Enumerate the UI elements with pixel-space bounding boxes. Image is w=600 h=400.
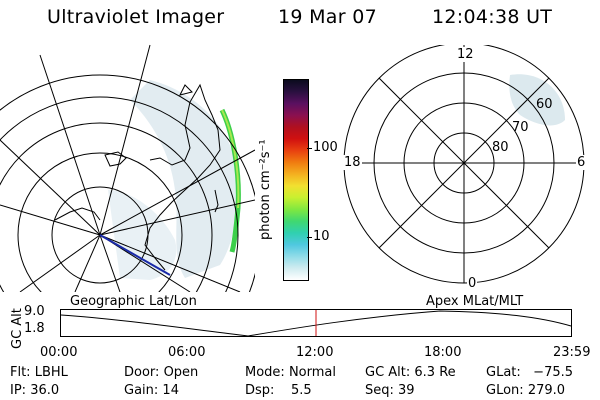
date-label: 19 Mar 07: [278, 6, 377, 28]
instrument-title: Ultraviolet Imager: [47, 6, 225, 28]
gain-status: Gain: 14: [124, 383, 179, 398]
mlt-label-6: 6: [576, 155, 587, 170]
dsp-status: Dsp: 5.5: [245, 383, 312, 398]
mlt-label-0: 0: [467, 276, 478, 291]
timeline-ytick-9: 9.0: [24, 304, 45, 319]
auroral-emission: [509, 74, 565, 126]
mlt-label-18: 18: [343, 155, 362, 170]
geographic-label: Geographic Lat/Lon: [70, 294, 197, 309]
lat-label-60: 60: [536, 97, 553, 112]
colorbar-label: photon cm⁻²s⁻¹: [258, 139, 273, 240]
gc-alt-status: GC Alt: 6.3 Re: [365, 365, 456, 380]
glon-status: GLon: 279.0: [486, 383, 566, 398]
coastline: [144, 83, 221, 271]
seq-status: Seq: 39: [365, 383, 415, 398]
auroral-emission: [130, 80, 238, 278]
timeline-ylabel: GC Alt: [10, 308, 25, 349]
glat-status: GLat: −75.5: [486, 365, 574, 380]
satellite-track: [99, 234, 171, 276]
apex-label: Apex MLat/MLT: [426, 294, 524, 309]
colorbar: [283, 79, 309, 281]
altitude-timeline-plot: [60, 309, 572, 337]
colorbar-tick-10: 10: [313, 229, 330, 244]
lat-label-70: 70: [512, 120, 529, 135]
geographic-map-panel: [0, 44, 255, 292]
magnetic-polar-panel: [343, 45, 585, 284]
colorbar-tick-100: 100: [313, 140, 338, 155]
door-status: Door: Open: [124, 365, 199, 380]
timeline-xtick-1800: 18:00: [424, 345, 462, 360]
colorbar-tick-mark: [307, 148, 312, 149]
timeline-xtick-0000: 00:00: [40, 345, 78, 360]
ip-status: IP: 36.0: [10, 383, 60, 398]
colorbar-tick-mark: [307, 237, 312, 238]
timeline-xtick-0600: 06:00: [168, 345, 206, 360]
filter-status: Flt: LBHL: [10, 365, 68, 380]
timeline-ytick-1.8: 1.8: [24, 321, 45, 336]
timeline-xtick-2359: 23:59: [553, 345, 591, 360]
time-label: 12:04:38 UT: [432, 6, 553, 28]
mlt-label-12: 12: [456, 47, 475, 62]
lat-label-80: 80: [492, 140, 509, 155]
timeline-xtick-1200: 12:00: [296, 345, 334, 360]
mode-status: Mode: Normal: [245, 365, 336, 380]
